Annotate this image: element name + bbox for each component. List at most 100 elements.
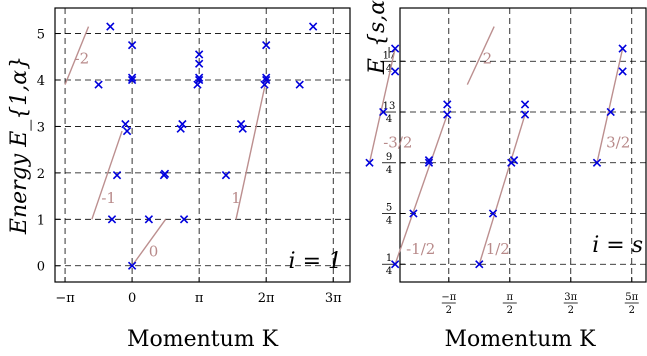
data-point [488,209,498,218]
y-tick-label: 54 [382,203,396,227]
data-point [236,119,246,129]
data-point [262,75,271,85]
data-point [144,215,154,224]
data-point [308,22,318,31]
data-point [106,22,115,31]
data-point [112,171,122,180]
band-line [131,218,167,267]
svg-text:2: 2 [507,305,513,316]
y-tick-label: 14 [382,253,396,277]
data-point [194,59,204,68]
band-label: -3/2 [383,134,412,152]
band-line [596,48,624,163]
data-point [178,119,187,129]
data-point [390,260,400,269]
svg-text:4: 4 [386,216,392,227]
x-axis-title: Momentum K [127,327,279,352]
svg-text:−π: −π [441,292,456,303]
band-label: 1/2 [486,240,510,258]
x-tick-label: −π [55,291,75,306]
svg-text:1: 1 [386,253,392,264]
svg-text:9: 9 [386,152,392,163]
data-point [390,67,400,76]
svg-text:13: 13 [383,101,396,112]
band-label: -2 [75,50,90,68]
y-tick-label: 1 [37,213,45,228]
x-tick-label: 3π2 [563,292,578,316]
data-point [122,126,132,136]
data-point [520,100,530,109]
band-label: -1/2 [406,240,435,258]
data-point [194,50,204,59]
data-point [379,107,388,117]
band-line [235,79,267,220]
data-point [127,40,137,50]
data-point [520,110,530,119]
svg-text:5π: 5π [625,292,638,303]
y-tick-label: 0 [37,260,45,275]
data-point [127,75,137,85]
data-point [193,80,202,89]
y-tick-label: 4 [37,74,45,89]
data-point [121,119,130,129]
x-tick-label: 0 [128,291,136,306]
y-tick-label: 2 [37,167,45,182]
band-label: -1 [101,189,116,207]
svg-text:5: 5 [386,203,392,214]
data-point [194,75,204,85]
svg-text:3π: 3π [564,292,577,303]
data-point [160,169,170,178]
band-line [91,130,123,220]
x-tick-label: 5π2 [624,292,639,316]
data-point [238,124,247,133]
data-point [365,158,374,167]
data-point [424,156,434,165]
data-point [443,100,452,109]
data-point [295,80,304,89]
band-line [394,114,448,265]
band-label: 1 [231,189,241,207]
svg-text:2: 2 [629,305,635,316]
y-tick-label: 5 [37,28,45,43]
svg-text:2: 2 [446,305,452,316]
data-point [409,209,418,218]
data-point [194,73,204,82]
data-point [592,158,602,167]
data-point [262,73,271,82]
data-point [618,44,627,53]
data-point [179,215,189,224]
y-tick-label: 94 [382,152,396,176]
band-label: 3/2 [606,134,630,152]
plot-frame [399,7,647,283]
x-tick-label: π [195,291,204,306]
y-tick-label: 3 [37,120,45,135]
data-point [424,158,434,167]
svg-text:4: 4 [386,114,392,125]
svg-text:4: 4 [386,165,392,176]
data-point [262,40,271,50]
svg-text:4: 4 [386,63,392,74]
band-line [368,48,396,163]
x-tick-label: 2π [258,291,275,306]
y-axis-title: Energy E_{1,α} [7,56,32,235]
data-point [94,80,103,89]
data-point [475,260,484,269]
svg-text:π: π [506,292,513,303]
band-line [478,114,526,265]
data-point [176,124,185,133]
data-point [107,215,117,224]
data-point [443,110,452,119]
data-point [260,80,269,89]
band-line [64,26,90,85]
svg-text:4: 4 [386,266,392,277]
corner-label: i = s [592,233,643,258]
data-point [606,107,615,117]
corner-label: i = 1 [289,249,342,274]
svg-text:2: 2 [568,305,574,316]
plot-frame [54,7,351,283]
band-label: 2 [483,50,493,68]
data-point [221,171,231,180]
data-point [509,156,519,165]
